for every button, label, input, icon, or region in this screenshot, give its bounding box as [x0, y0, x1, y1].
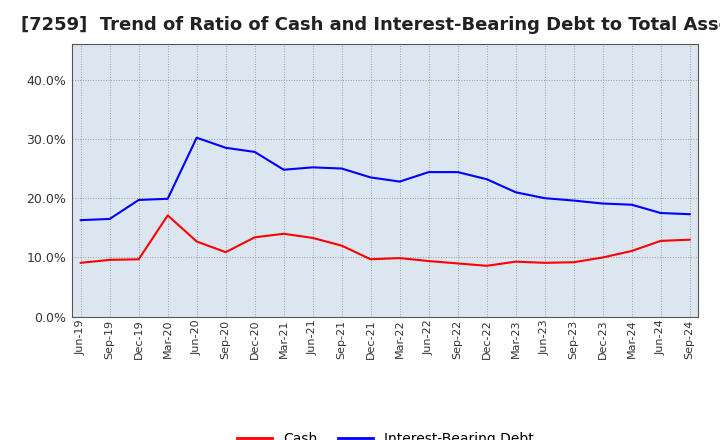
Title: [7259]  Trend of Ratio of Cash and Interest-Bearing Debt to Total Assets: [7259] Trend of Ratio of Cash and Intere… — [21, 16, 720, 34]
Legend: Cash, Interest-Bearing Debt: Cash, Interest-Bearing Debt — [231, 427, 539, 440]
